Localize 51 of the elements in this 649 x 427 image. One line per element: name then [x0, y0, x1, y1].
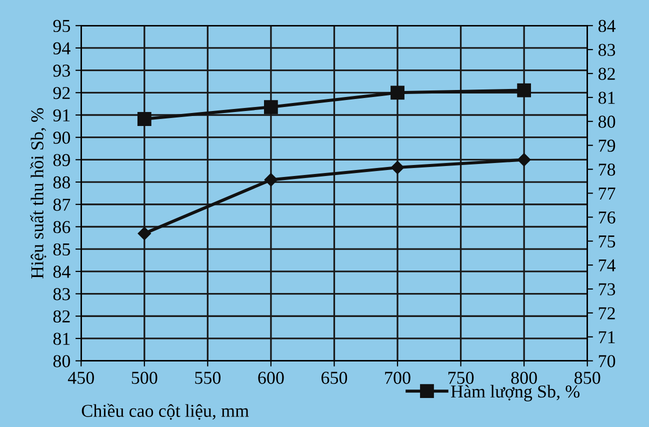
point	[137, 112, 152, 126]
y2-tick-label: 73	[598, 283, 616, 296]
x-axis-title: Chiều cao cột liệu, mm	[82, 404, 249, 420]
point	[264, 100, 278, 114]
y2-tick-label: 72	[598, 307, 615, 320]
y-tick-label: 80	[53, 355, 70, 368]
y-tick-label: 90	[53, 132, 70, 144]
x-tick-label: 650	[321, 372, 348, 384]
y2-tick-label: 70	[598, 355, 616, 368]
y2-tick-label: 84	[598, 20, 616, 32]
y-tick-label: 81	[53, 332, 70, 345]
point	[138, 226, 151, 240]
y-tick-label: 86	[53, 220, 70, 234]
y2-tick-label: 79	[598, 140, 616, 152]
y2-tick-label: 83	[598, 44, 616, 56]
x-tick-label: 450	[68, 372, 94, 384]
legend-label: Hàm lượng Sb, %	[450, 384, 580, 402]
y-tick-label: 85	[53, 243, 70, 256]
point	[390, 86, 404, 100]
y2-tick-label: 74	[598, 259, 616, 272]
y-tick-label: 91	[53, 109, 70, 122]
x-tick-label: 500	[132, 372, 158, 384]
y2-tick-label: 82	[598, 68, 615, 80]
y-tick-label: 83	[53, 288, 70, 300]
y2-tick-label: 80	[598, 116, 616, 128]
x-tick-label: 850	[574, 372, 600, 384]
point	[517, 83, 532, 98]
y2-tick-label: 71	[598, 331, 615, 344]
y2-tick-label: 78	[598, 164, 616, 176]
x-tick-label: 600	[258, 372, 284, 384]
y-tick-label: 94	[53, 42, 70, 54]
y-tick-label: 95	[53, 20, 70, 32]
y-tick-label: 93	[53, 64, 70, 77]
y2-tick-label: 75	[598, 236, 616, 248]
point	[390, 160, 404, 174]
x-tick-label: 750	[448, 372, 474, 384]
y2-tick-label: 76	[598, 211, 616, 224]
y-tick-label: 84	[53, 266, 70, 278]
point	[517, 153, 531, 166]
point	[264, 173, 278, 186]
y2-tick-label: 81	[598, 92, 615, 104]
y-axis-title: Hiệu suất thu hồi Sb, %	[30, 108, 46, 278]
y2-tick-label: 77	[598, 188, 616, 200]
y-tick-label: 88	[53, 176, 70, 188]
x-tick-label: 800	[511, 372, 537, 384]
x-tick-label: 550	[195, 372, 221, 384]
y-tick-label: 87	[53, 198, 70, 211]
y-tick-label: 92	[53, 86, 70, 100]
x-tick-label: 700	[385, 372, 410, 384]
y-tick-label: 89	[53, 154, 70, 166]
y-tick-label: 82	[53, 310, 70, 323]
